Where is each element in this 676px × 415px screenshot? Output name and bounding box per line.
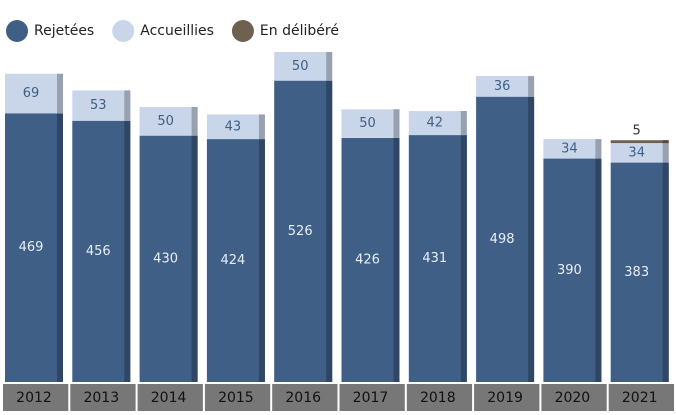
x-tick-label: 2015: [218, 390, 254, 406]
bar-segment: [543, 139, 602, 159]
x-axis-band: [204, 384, 271, 411]
x-tick-label: 2019: [487, 390, 523, 406]
legend-swatch: [6, 20, 28, 42]
bar-segment: [72, 120, 131, 382]
x-axis-band: [339, 384, 405, 411]
bar-segment: [476, 96, 535, 382]
value-label: 36: [494, 79, 511, 94]
x-tick-label: 2016: [285, 390, 321, 406]
bar-segment: [139, 107, 198, 136]
x-axis-band: [137, 384, 203, 411]
legend-label: Accueillies: [140, 23, 214, 39]
bar-segment: [610, 143, 669, 163]
value-label: 5: [633, 124, 641, 139]
legend-label: Rejetées: [34, 23, 94, 39]
x-axis-band: [608, 384, 674, 411]
value-label: 50: [157, 114, 174, 129]
x-axis-band: [272, 384, 338, 411]
value-label: 526: [288, 224, 313, 239]
bar-segment: [543, 158, 602, 382]
bar-segment: [610, 140, 669, 144]
value-label: 430: [153, 251, 178, 266]
bar-segment: [408, 135, 467, 382]
bar-segment: [274, 52, 333, 81]
x-tick-label: 2017: [353, 390, 389, 406]
bar-segment: [610, 162, 669, 382]
x-tick-label: 2013: [83, 390, 119, 406]
x-tick-label: 2021: [622, 390, 658, 406]
legend-swatch: [231, 20, 254, 42]
bar-segment: [341, 109, 400, 138]
x-axis-band: [541, 384, 607, 411]
value-label: 42: [427, 116, 444, 131]
legend-label: En délibéré: [260, 23, 339, 39]
x-tick-label: 2018: [420, 390, 456, 406]
x-tick-label: 2012: [16, 390, 52, 406]
bar-segment: [206, 139, 265, 382]
x-tick-label: 2020: [555, 390, 591, 406]
value-label: 456: [86, 244, 111, 259]
x-tick-label: 2014: [151, 390, 187, 406]
value-label: 34: [628, 145, 645, 160]
bar-segment: [5, 73, 63, 114]
value-label: 469: [19, 240, 44, 255]
bar-segment: [341, 137, 400, 382]
value-label: 383: [624, 265, 649, 280]
bar-segment: [274, 80, 333, 382]
bar-segment: [206, 114, 265, 140]
value-label: 424: [220, 253, 245, 268]
value-label: 390: [557, 263, 582, 278]
value-label: 426: [355, 252, 380, 267]
bar-segment: [5, 113, 63, 382]
legend-swatch: [112, 20, 135, 42]
bar-segment: [72, 90, 131, 121]
x-axis-band: [3, 384, 69, 411]
x-axis-band: [406, 384, 473, 411]
value-label: 50: [359, 116, 376, 131]
x-axis-band: [70, 384, 136, 411]
value-label: 43: [225, 119, 242, 134]
value-label: 69: [23, 86, 40, 101]
value-label: 498: [490, 232, 515, 247]
x-axis-band: [474, 384, 540, 411]
value-label: 53: [90, 98, 107, 113]
bar-segment: [476, 76, 535, 97]
bar-segment: [139, 135, 198, 382]
bar-segment: [408, 111, 467, 136]
value-label: 431: [422, 251, 447, 266]
value-label: 34: [561, 141, 578, 156]
value-label: 50: [292, 59, 309, 74]
